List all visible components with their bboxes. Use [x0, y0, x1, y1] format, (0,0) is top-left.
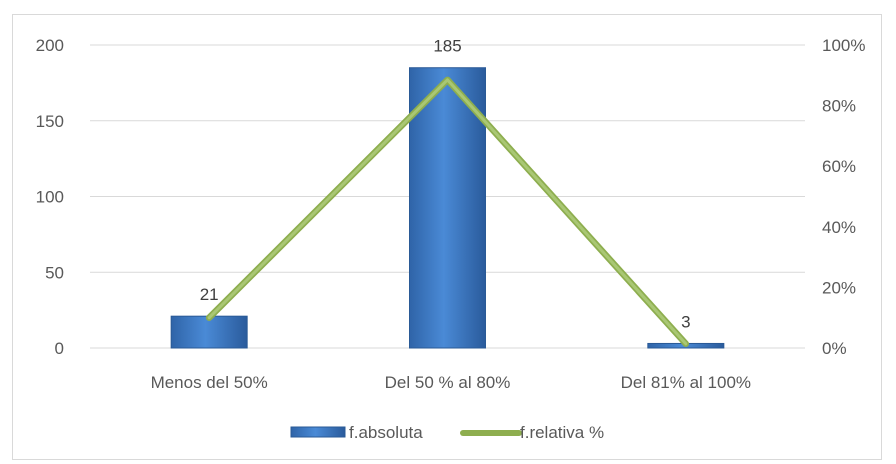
left-tick-label: 200: [36, 36, 64, 55]
bar-series: [170, 67, 725, 349]
data-labels: 21 185 3: [200, 37, 691, 332]
line-series: [205, 76, 690, 348]
category-label: Del 81% al 100%: [621, 373, 751, 392]
right-tick-label: 60%: [822, 157, 856, 176]
legend: f.absoluta f.relativa %: [290, 423, 604, 442]
right-tick-label: 80%: [822, 97, 856, 116]
right-tick-label: 100%: [822, 36, 865, 55]
right-axis-ticks: 0% 20% 40% 60% 80% 100%: [822, 36, 865, 358]
data-label: 185: [433, 37, 461, 56]
right-tick-label: 0%: [822, 339, 847, 358]
left-tick-label: 50: [45, 263, 64, 282]
data-label: 3: [681, 312, 690, 331]
category-label: Menos del 50%: [151, 373, 268, 392]
data-label: 21: [200, 285, 219, 304]
category-label: Del 50 % al 80%: [385, 373, 511, 392]
left-tick-label: 0: [55, 339, 64, 358]
bar: [409, 67, 486, 349]
legend-label-line: f.relativa %: [520, 423, 604, 442]
legend-label-bar: f.absoluta: [349, 423, 423, 442]
left-axis-ticks: 0 50 100 150 200: [36, 36, 64, 358]
bar: [170, 315, 248, 349]
right-tick-label: 40%: [822, 218, 856, 237]
legend-swatch-bar: [290, 426, 346, 438]
category-labels: Menos del 50% Del 50 % al 80% Del 81% al 1…: [151, 373, 751, 392]
left-tick-label: 100: [36, 188, 64, 207]
right-tick-label: 20%: [822, 278, 856, 297]
left-tick-label: 150: [36, 112, 64, 131]
line-highlight: [207, 78, 688, 346]
